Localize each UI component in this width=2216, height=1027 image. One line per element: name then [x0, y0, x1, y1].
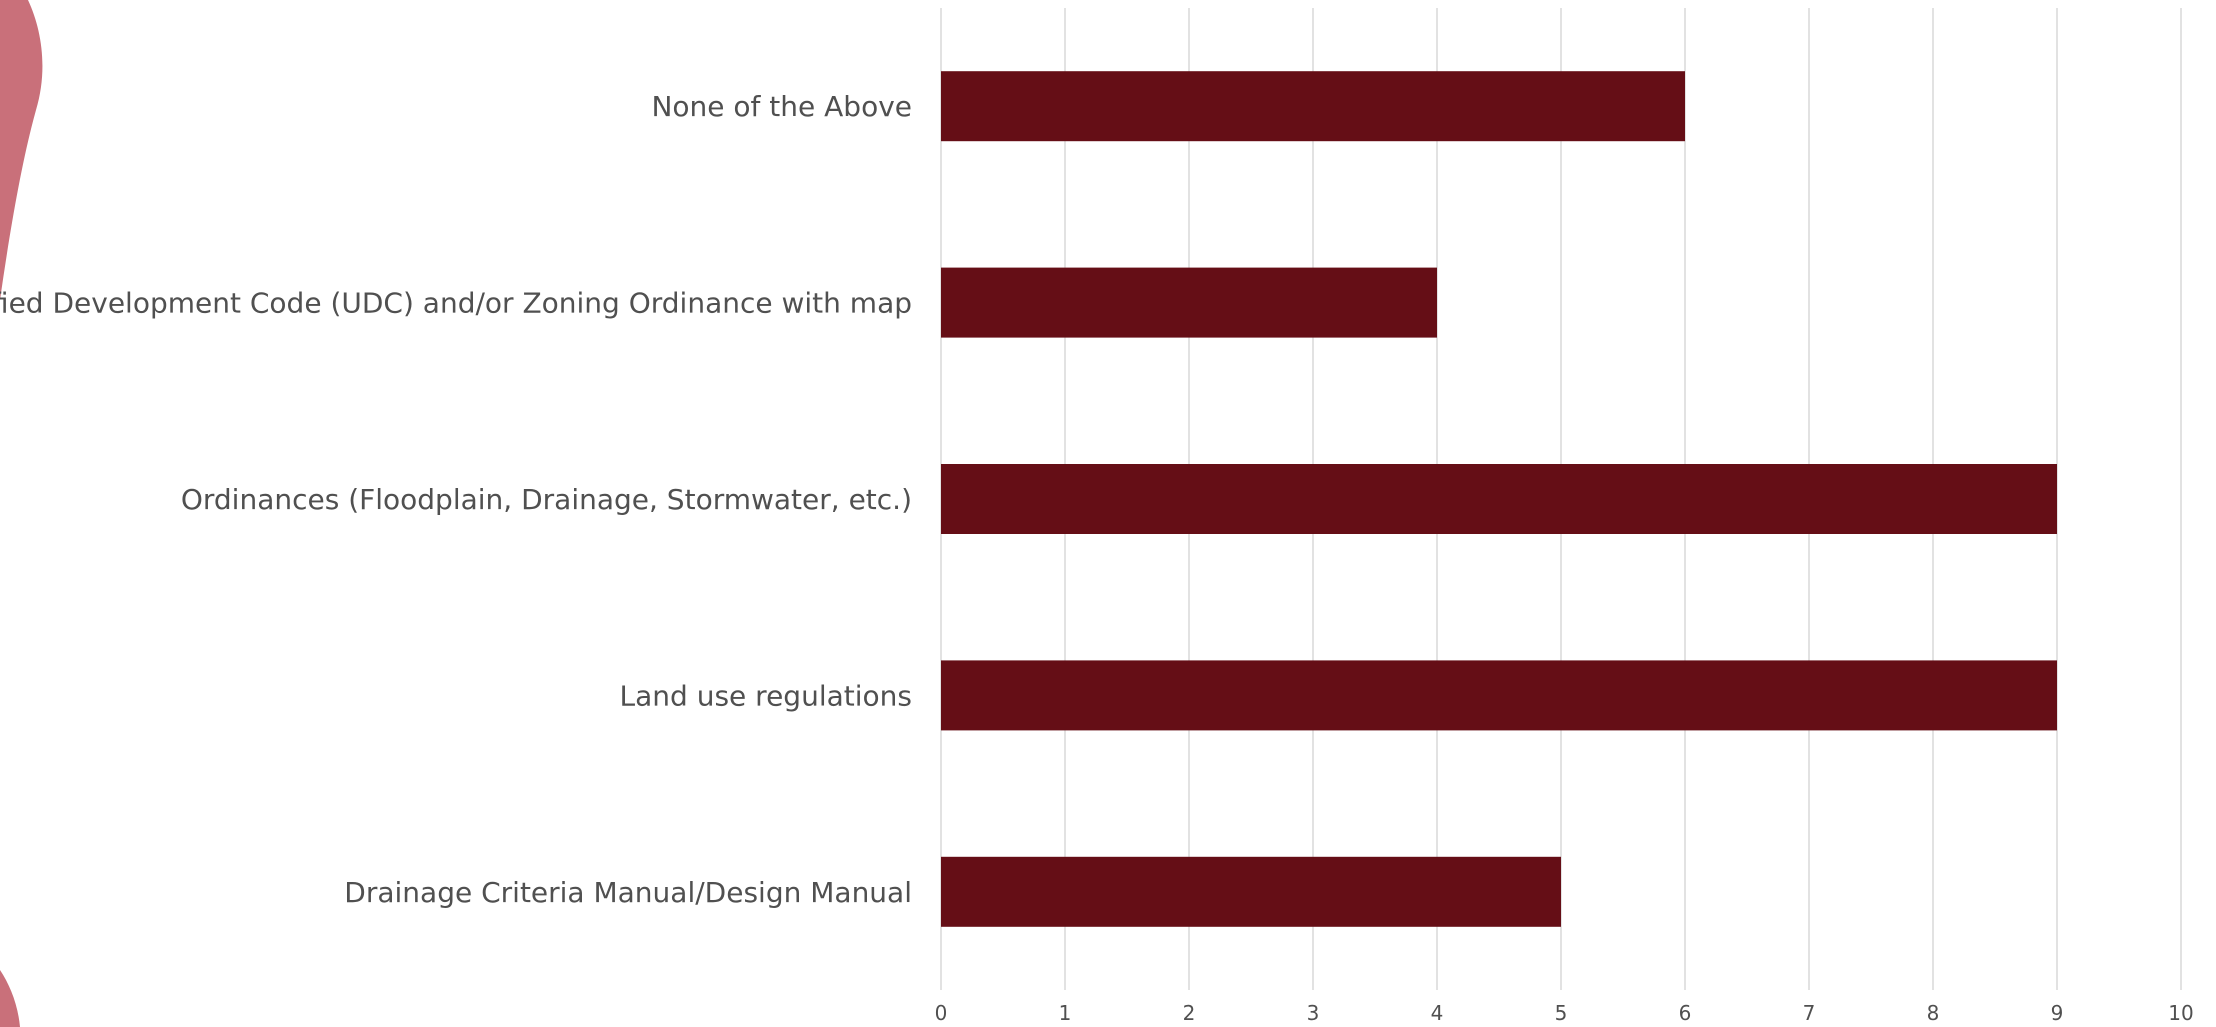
x-tick-label-2: 2 — [1183, 1001, 1196, 1025]
x-tick-label-1: 1 — [1059, 1001, 1072, 1025]
bar-0 — [941, 71, 1685, 142]
bar-2 — [941, 464, 2057, 534]
category-label-1: Unified Development Code (UDC) and/or Zo… — [0, 287, 912, 320]
x-tick-label-6: 6 — [1679, 1001, 1692, 1025]
x-tick-label-4: 4 — [1431, 1001, 1444, 1025]
x-tick-label-10: 10 — [2168, 1001, 2193, 1025]
x-tick-label-0: 0 — [935, 1001, 948, 1025]
x-tick-label-5: 5 — [1555, 1001, 1568, 1025]
bar-4 — [941, 856, 1561, 927]
x-tick-label-7: 7 — [1803, 1001, 1816, 1025]
x-tick-label-8: 8 — [1927, 1001, 1940, 1025]
bar-3 — [941, 660, 2057, 731]
decorative-shape-bottom — [0, 970, 20, 1027]
bar-1 — [941, 267, 1437, 338]
x-tick-labels: 0 1 2 3 4 5 6 7 8 9 10 — [935, 1001, 2194, 1025]
category-label-3: Land use regulations — [620, 679, 912, 712]
category-labels: None of the Above Unified Development Cod… — [0, 90, 912, 909]
bars — [941, 71, 2057, 927]
x-tick-label-3: 3 — [1307, 1001, 1320, 1025]
category-label-2: Ordinances (Floodplain, Drainage, Stormw… — [181, 483, 912, 516]
category-label-4: Drainage Criteria Manual/Design Manual — [344, 876, 912, 909]
category-label-0: None of the Above — [651, 90, 912, 123]
x-tick-label-9: 9 — [2051, 1001, 2064, 1025]
decorative-shape-top — [0, 0, 43, 300]
